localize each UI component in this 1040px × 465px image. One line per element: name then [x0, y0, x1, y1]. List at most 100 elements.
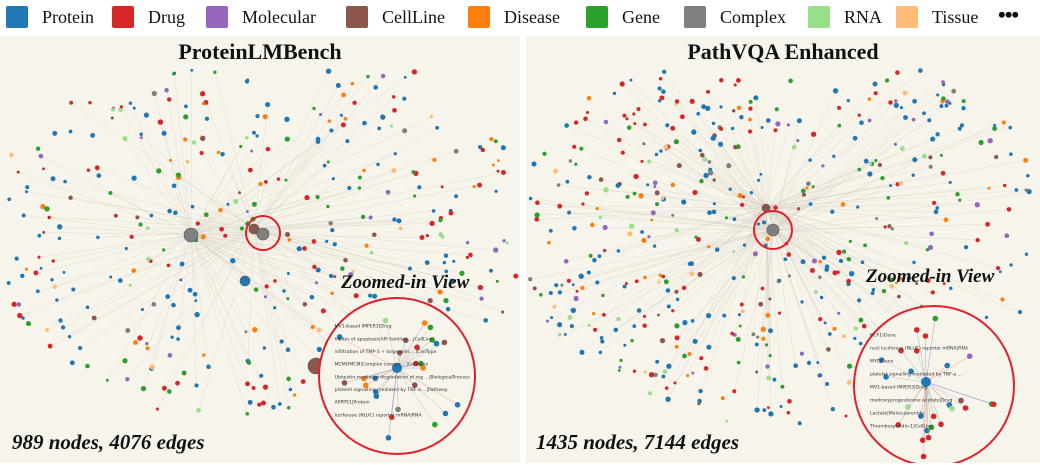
- graph-node: [315, 267, 321, 273]
- graph-node: [42, 230, 46, 234]
- graph-node: [345, 139, 350, 144]
- graph-edge: [629, 127, 767, 209]
- graph-node: [438, 232, 444, 237]
- graph-node: [799, 351, 804, 356]
- graph-node: [654, 152, 659, 157]
- graph-node: [380, 114, 386, 120]
- legend-item-protein: Protein: [6, 5, 94, 29]
- graph-node: [547, 240, 551, 245]
- graph-node: [563, 258, 569, 264]
- graph-edge: [141, 137, 255, 230]
- graph-node: [874, 159, 878, 163]
- graph-node: [755, 370, 759, 374]
- graph-node: [663, 144, 669, 150]
- graph-node: [766, 375, 772, 381]
- graph-node: [343, 257, 348, 263]
- graph-node: [140, 307, 144, 312]
- graph-node: [899, 276, 904, 281]
- graph-node: [616, 249, 621, 253]
- graph-node: [534, 217, 540, 222]
- graph-node: [570, 307, 576, 314]
- graph-edge: [190, 116, 432, 236]
- graph-node: [661, 89, 666, 94]
- graph-node: [50, 176, 56, 182]
- graph-node: [304, 194, 310, 201]
- graph-node: [68, 129, 73, 134]
- graph-edge: [658, 229, 774, 283]
- graph-node: [887, 224, 892, 229]
- zoom-edge: [920, 381, 927, 417]
- graph-node: [936, 93, 940, 97]
- graph-node: [758, 301, 764, 307]
- graph-edge: [768, 229, 774, 379]
- graph-node: [948, 101, 952, 105]
- graph-edge: [253, 165, 325, 230]
- graph-node: [880, 176, 885, 181]
- graph-node: [564, 123, 570, 128]
- graph-node: [613, 327, 619, 333]
- graph-node: [674, 99, 680, 104]
- graph-node: [57, 224, 63, 230]
- graph-node: [675, 297, 680, 302]
- graph-node: [204, 116, 210, 121]
- graph-edge: [713, 138, 774, 231]
- zoom-edge: [925, 381, 966, 409]
- graph-node: [247, 399, 253, 405]
- graph-node: [984, 315, 989, 320]
- graph-node: [682, 353, 687, 359]
- graph-edge: [589, 207, 767, 326]
- graph-node: [698, 388, 703, 394]
- panel-title: PathVQA Enhanced: [687, 39, 879, 64]
- graph-node: [918, 68, 923, 73]
- zoom-node: [433, 340, 440, 347]
- graph-node: [987, 186, 991, 190]
- graph-edge: [772, 229, 892, 287]
- graph-node: [616, 316, 621, 322]
- graph-node: [392, 217, 397, 222]
- graph-edge: [765, 207, 855, 339]
- graph-edge: [247, 228, 255, 362]
- graph-node: [143, 112, 150, 118]
- graph-node: [502, 239, 506, 243]
- graph-edge: [772, 101, 915, 231]
- graph-node: [800, 300, 804, 304]
- graph-node: [380, 73, 386, 79]
- graph-node: [707, 210, 712, 216]
- graph-node: [888, 100, 893, 105]
- graph-node: [811, 258, 817, 264]
- zoom-edge: [916, 329, 927, 383]
- graph-node: [553, 168, 559, 174]
- graph-edge: [674, 229, 774, 384]
- graph-node: [702, 156, 708, 162]
- graph-node: [330, 227, 335, 233]
- graph-node: [657, 99, 662, 103]
- graph-edge: [720, 106, 767, 209]
- graph-edge: [152, 234, 192, 368]
- graph-node: [479, 296, 484, 301]
- graph-node: [903, 115, 908, 120]
- graph-edge: [648, 229, 774, 237]
- graph-node: [437, 289, 443, 295]
- graph-node: [707, 245, 711, 249]
- zoom-node: [928, 424, 935, 431]
- graph-node: [722, 313, 727, 318]
- graph-edge: [708, 207, 767, 247]
- graph-node: [493, 247, 499, 253]
- graph-node: [417, 185, 422, 190]
- graph-node: [1008, 125, 1013, 130]
- graph-edge: [719, 127, 767, 209]
- graph-node: [167, 208, 172, 214]
- graph-node: [557, 290, 563, 295]
- graph-node: [170, 335, 174, 339]
- graph-edge: [772, 229, 909, 336]
- graph-node: [326, 204, 330, 209]
- graph-edge: [253, 96, 394, 230]
- graph-node: [995, 265, 1001, 271]
- graph-node: [312, 106, 316, 111]
- zoom-edge: [925, 381, 994, 405]
- graph-edge: [756, 229, 774, 411]
- graph-node: [68, 195, 73, 200]
- graph-node: [808, 202, 813, 207]
- graph-node: [350, 81, 355, 86]
- graph-edge: [624, 229, 774, 287]
